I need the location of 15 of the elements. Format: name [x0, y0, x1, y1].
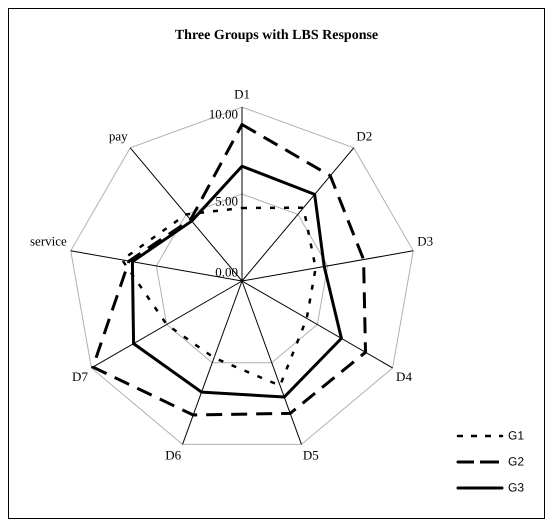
spoke-label: D6 [165, 447, 182, 462]
y-tick-label: 5.00 [215, 193, 238, 208]
spoke-label: D7 [72, 369, 88, 384]
spoke-label: pay [108, 128, 128, 144]
legend-label: G2 [508, 454, 524, 468]
spoke-label: D3 [417, 234, 434, 249]
legend-label: G1 [508, 428, 524, 442]
spoke-label: service [30, 234, 68, 249]
spoke-label: D2 [356, 128, 372, 144]
legend-label: G3 [508, 480, 524, 494]
y-tick-label: 10.00 [208, 106, 238, 122]
spoke-label: D4 [396, 369, 412, 384]
spoke-label: D5 [302, 447, 319, 462]
chart-title: Three Groups with LBS Response [174, 28, 378, 44]
spoke-label: D1 [234, 86, 250, 102]
